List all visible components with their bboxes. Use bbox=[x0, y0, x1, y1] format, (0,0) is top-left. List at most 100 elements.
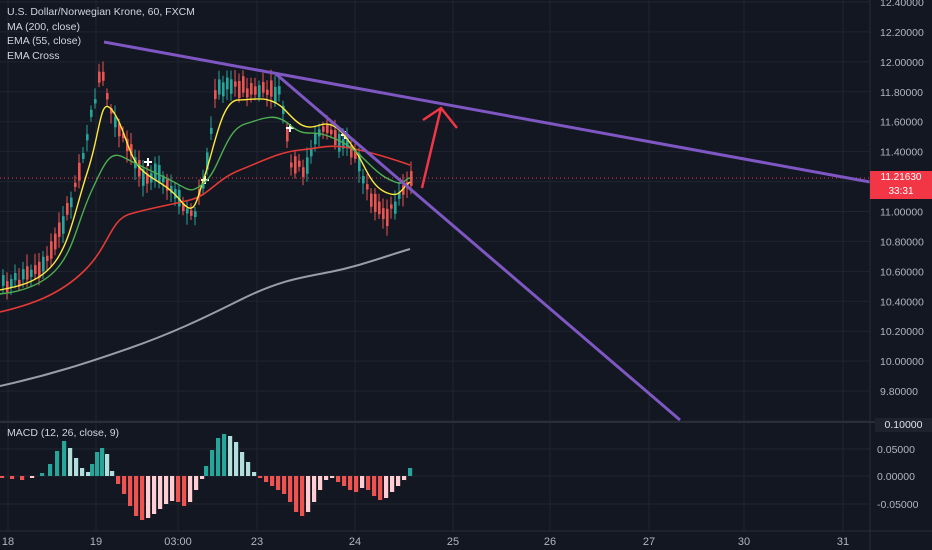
price-tick-label: 10.00000 bbox=[880, 356, 924, 368]
macd-bar bbox=[122, 476, 127, 494]
macd-bar bbox=[306, 476, 311, 512]
candle-body bbox=[382, 208, 385, 220]
candle-body bbox=[182, 203, 185, 212]
time-tick-label: 03:00 bbox=[164, 536, 192, 548]
candle-body bbox=[78, 162, 81, 181]
candle-body bbox=[346, 138, 349, 148]
macd-bar bbox=[48, 464, 53, 476]
macd-bar bbox=[330, 476, 335, 478]
candle-body bbox=[94, 99, 97, 104]
candle-body bbox=[6, 281, 9, 293]
ema-legend-item[interactable]: EMA (55, close) bbox=[7, 35, 82, 47]
candle-body bbox=[138, 160, 141, 177]
macd-bar bbox=[158, 476, 163, 509]
candle-body bbox=[66, 203, 69, 215]
user-drawings[interactable] bbox=[103, 40, 871, 422]
candle-body bbox=[130, 144, 133, 156]
candle-body bbox=[206, 152, 209, 170]
macd-bar bbox=[240, 452, 245, 476]
candle-body bbox=[294, 156, 297, 174]
ema-cross-legend-item[interactable]: EMA Cross bbox=[7, 49, 60, 62]
ma-200-line bbox=[0, 248, 411, 387]
macd-bar bbox=[110, 471, 115, 476]
macd-bar bbox=[336, 476, 341, 482]
candle-body bbox=[142, 169, 145, 186]
candle-body bbox=[374, 193, 377, 212]
ma-legend-item[interactable]: MA (200, close) bbox=[7, 20, 80, 33]
ema-55-line bbox=[0, 145, 411, 313]
time-tick-label: 24 bbox=[349, 536, 361, 548]
candle-body bbox=[366, 184, 369, 190]
candle-body bbox=[322, 126, 325, 132]
macd-tick-label: 0.05000 bbox=[877, 444, 915, 456]
candle-body bbox=[242, 76, 245, 93]
macd-bar bbox=[384, 476, 389, 498]
macd-bar bbox=[252, 472, 257, 476]
macd-bar bbox=[390, 476, 395, 492]
macd-histogram bbox=[0, 434, 413, 520]
macd-bar bbox=[100, 448, 105, 476]
macd-legend-item[interactable]: MACD (12, 26, close, 9) bbox=[7, 427, 120, 439]
candle-body bbox=[62, 216, 65, 234]
candle-body bbox=[274, 86, 277, 103]
macd-bar bbox=[164, 476, 169, 504]
macd-bar bbox=[234, 442, 239, 476]
time-tick-label: 30 bbox=[738, 536, 750, 548]
macd-bar bbox=[188, 476, 193, 502]
price-tick-label: 11.00000 bbox=[880, 207, 923, 219]
macd-bar bbox=[194, 476, 199, 490]
macd-bar bbox=[200, 476, 205, 479]
candle-body bbox=[122, 133, 125, 139]
macd-tick-label: 0.00000 bbox=[877, 471, 915, 483]
candle-body bbox=[402, 185, 405, 195]
candle-body bbox=[358, 153, 361, 172]
candle-body bbox=[98, 71, 101, 83]
candle-body bbox=[338, 134, 341, 152]
candle-body bbox=[370, 193, 373, 207]
candle-body bbox=[214, 90, 217, 100]
candle-body bbox=[266, 89, 269, 95]
macd-bar bbox=[170, 476, 175, 501]
candle-body bbox=[166, 179, 169, 191]
macd-bar bbox=[270, 476, 275, 486]
descending-trendline-long[interactable] bbox=[103, 40, 871, 184]
macd-bar bbox=[378, 476, 383, 500]
macd-bar bbox=[182, 476, 187, 506]
candle-body bbox=[22, 269, 25, 280]
current-price-label: 11.21630 bbox=[870, 171, 932, 185]
candle-body bbox=[46, 255, 49, 261]
macd-bar bbox=[80, 468, 85, 476]
candle-body bbox=[394, 201, 397, 214]
candle-body bbox=[170, 185, 173, 194]
macd-bar bbox=[222, 434, 227, 476]
price-tick-label: 10.40000 bbox=[880, 296, 924, 308]
candle-body bbox=[118, 123, 121, 137]
macd-bar bbox=[258, 476, 263, 478]
candle-body bbox=[154, 163, 157, 180]
candle-body bbox=[82, 153, 85, 159]
candle-body bbox=[146, 173, 149, 184]
descending-trendline-steep[interactable] bbox=[275, 72, 681, 422]
candle-body bbox=[350, 145, 353, 158]
time-tick-label: 25 bbox=[447, 536, 459, 548]
candle-body bbox=[302, 167, 305, 178]
candle-body bbox=[362, 175, 365, 184]
candle-body bbox=[210, 127, 213, 134]
ema-cross-marker bbox=[144, 158, 152, 166]
indicator-lines bbox=[0, 98, 411, 387]
macd-bar bbox=[300, 476, 305, 516]
macd-bar bbox=[134, 476, 139, 516]
up-arrow-annotation[interactable] bbox=[420, 106, 458, 189]
candle-body bbox=[70, 197, 73, 208]
macd-bar bbox=[55, 451, 60, 476]
macd-bar bbox=[288, 476, 293, 502]
macd-bar bbox=[68, 448, 73, 476]
candle-body bbox=[298, 160, 301, 167]
candle-body bbox=[314, 133, 317, 145]
candle-body bbox=[202, 181, 205, 189]
macd-bar bbox=[62, 441, 67, 476]
macd-bar bbox=[10, 476, 15, 479]
macd-bar bbox=[348, 476, 353, 490]
symbol-title[interactable]: U.S. Dollar/Norwegian Krone, 60, FXCM bbox=[7, 6, 195, 18]
